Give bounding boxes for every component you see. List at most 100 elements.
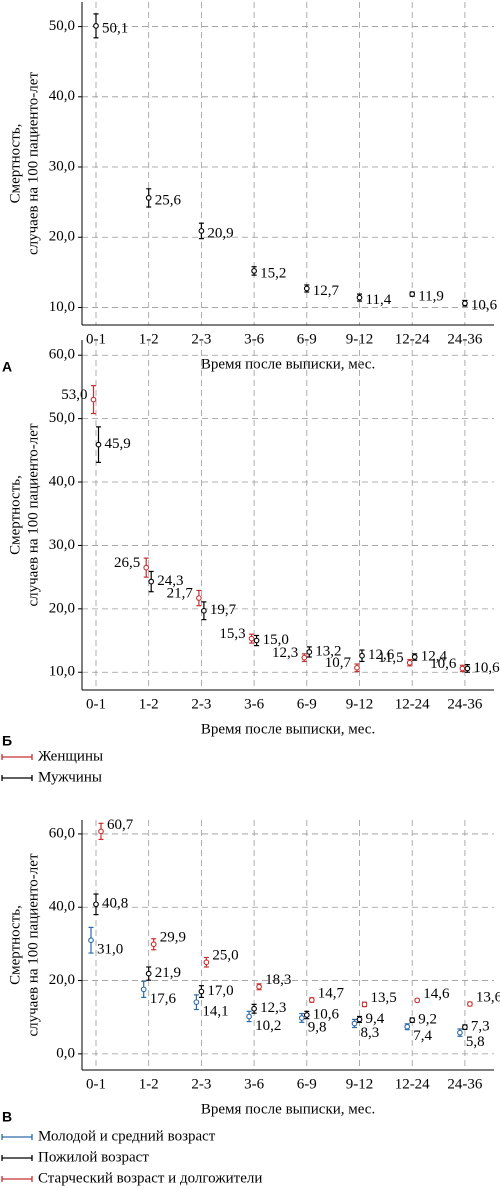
point — [140, 986, 147, 993]
x-tick-label: 12-24 — [395, 331, 430, 347]
x-tick-label: 1-2 — [139, 1076, 159, 1092]
data-label: 31,0 — [97, 942, 123, 958]
data-label: 14,1 — [202, 1004, 228, 1020]
x-tick-label: 2-3 — [191, 696, 211, 712]
point — [203, 959, 210, 966]
panel-label: А — [2, 359, 12, 375]
point — [411, 654, 418, 660]
data-label: 29,9 — [160, 930, 186, 946]
point — [90, 396, 97, 403]
data-label: 7,4 — [413, 1028, 432, 1044]
point — [301, 654, 308, 661]
x-tick-label: 12-24 — [395, 696, 430, 712]
data-label: 13,2 — [315, 643, 341, 659]
legend-label: Мужчины — [38, 769, 102, 785]
data-label: 26,5 — [114, 555, 140, 571]
point — [246, 1013, 252, 1020]
point — [145, 970, 152, 977]
point — [404, 1023, 411, 1030]
y-tick-label: 20,0 — [49, 229, 75, 245]
point — [303, 1012, 310, 1018]
x-tick-label: 0-1 — [86, 696, 106, 712]
data-label: 15,0 — [263, 632, 289, 648]
x-tick-label: 3-6 — [244, 696, 264, 712]
x-tick-label: 6-9 — [297, 1076, 317, 1092]
y-tick-label: 30,0 — [49, 537, 75, 553]
point — [462, 1024, 468, 1030]
point — [251, 268, 257, 274]
point — [459, 665, 466, 672]
data-label: 25,6 — [155, 192, 182, 208]
point — [248, 635, 255, 642]
x-tick-label: 1-2 — [139, 331, 159, 347]
x-tick-label: 3-6 — [244, 1076, 264, 1092]
point — [150, 941, 157, 948]
data-label: 11,5 — [378, 650, 404, 666]
y-axis-label: Смертность, — [7, 905, 23, 985]
legend-label: Молодой и средний возраст — [38, 1128, 216, 1144]
data-label: 13,6 — [476, 989, 500, 1005]
data-label: 50,1 — [102, 20, 128, 36]
legend-label: Старческий возраст и долгожители — [38, 1170, 262, 1186]
data-label: 12,3 — [272, 645, 298, 661]
data-label: 15,3 — [219, 626, 245, 642]
point — [351, 1020, 358, 1027]
x-tick-label: 9-12 — [346, 1076, 374, 1092]
x-tick-label: 24-36 — [447, 331, 482, 347]
x-tick-label: 2-3 — [191, 1076, 211, 1092]
data-label: 25,0 — [212, 948, 238, 964]
data-label: 13,5 — [371, 990, 397, 1006]
point — [95, 441, 102, 448]
panel-label: В — [2, 1109, 12, 1125]
data-label: 60,7 — [107, 817, 134, 833]
point — [198, 988, 205, 995]
point — [464, 665, 471, 672]
point — [406, 659, 413, 666]
x-tick-label: 1-2 — [139, 696, 159, 712]
point — [253, 637, 260, 644]
data-label: 17,6 — [150, 991, 177, 1007]
point — [98, 828, 104, 835]
x-tick-label: 0-1 — [86, 331, 106, 347]
data-label: 10,6 — [313, 1006, 340, 1022]
y-tick-label: 20,0 — [49, 972, 75, 988]
x-tick-label: 0-1 — [86, 1076, 106, 1092]
point — [356, 294, 363, 301]
y-tick-label: 40,0 — [49, 88, 75, 104]
x-axis-label: Время после выписки, мес. — [201, 721, 375, 737]
data-label: 14,6 — [423, 986, 450, 1002]
x-tick-label: 3-6 — [244, 331, 264, 347]
data-label: 21,9 — [155, 965, 181, 981]
data-label: 10,2 — [255, 1018, 281, 1034]
data-label: 12,4 — [421, 648, 448, 664]
y-tick-label: 10,0 — [49, 664, 75, 680]
point — [88, 937, 94, 944]
data-label: 12,7 — [313, 283, 340, 299]
point — [306, 649, 313, 655]
x-tick-label: 6-9 — [297, 331, 317, 347]
x-tick-label: 9-12 — [346, 696, 374, 712]
point — [467, 1001, 473, 1007]
data-label: 10,7 — [325, 655, 352, 671]
y-tick-label: 50,0 — [49, 410, 75, 426]
y-tick-label: 40,0 — [49, 473, 75, 489]
data-label: 10,6 — [473, 660, 500, 676]
data-label: 7,3 — [471, 1019, 490, 1035]
y-axis-label: случаев на 100 пациенто-лет — [25, 853, 41, 1036]
data-label: 21,7 — [167, 585, 194, 601]
point — [462, 300, 468, 307]
point — [457, 1029, 463, 1036]
data-label: 9,8 — [308, 1019, 327, 1035]
point — [148, 578, 155, 585]
y-tick-label: 50,0 — [49, 18, 75, 34]
point — [409, 291, 416, 297]
x-axis-label: Время после выписки, мес. — [201, 356, 375, 372]
x-tick-label: 6-9 — [297, 696, 317, 712]
data-label: 14,7 — [318, 985, 345, 1001]
legend-label: Женщины — [38, 748, 103, 764]
data-label: 45,9 — [105, 436, 131, 452]
point — [93, 23, 99, 29]
y-tick-label: 30,0 — [49, 158, 75, 174]
point — [93, 901, 99, 908]
x-tick-label: 12-24 — [395, 1076, 430, 1092]
